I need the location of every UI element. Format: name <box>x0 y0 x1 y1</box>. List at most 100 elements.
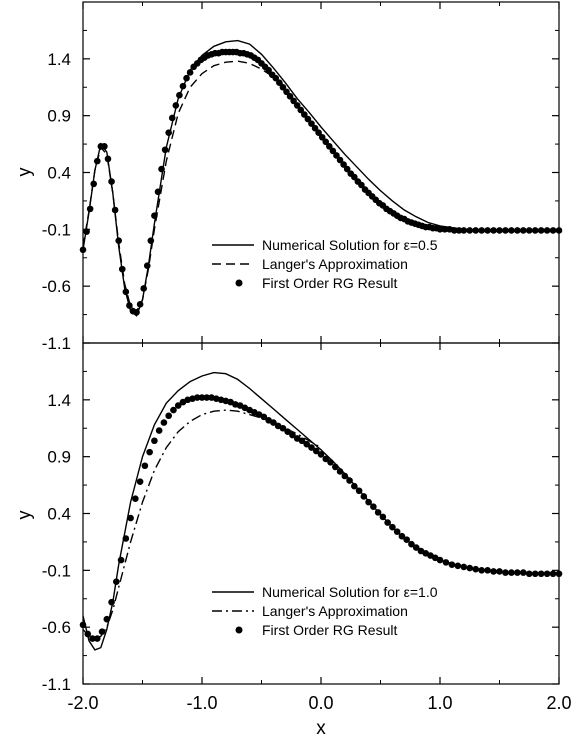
bottom-rg-point <box>379 513 387 521</box>
bottom-rg-point <box>555 570 563 578</box>
top-legend-label: First Order RG Result <box>262 275 397 291</box>
bottom-rg-point <box>490 568 497 575</box>
bottom-rg-point <box>308 444 315 451</box>
bottom-rg-point <box>537 570 545 578</box>
top-ytick-label: -0.1 <box>42 220 71 239</box>
top-rg-point <box>466 227 474 234</box>
top-rg-point <box>104 155 112 163</box>
bottom-rg-point <box>103 615 111 623</box>
bottom-legend-label: Langer's Approximation <box>262 603 408 619</box>
top-rg-point <box>147 237 155 244</box>
bottom-rg-point <box>336 468 344 475</box>
bottom-xtick-label: -1.0 <box>186 693 217 713</box>
bottom-rg-point <box>331 463 339 471</box>
bottom-panel: y x 1.4 0.9 0.4 -0.1 -0.6 -1.1-2.0 -1.0 0.0 1.0 2… <box>14 342 572 739</box>
bottom-rg-point <box>393 528 401 535</box>
bottom-rg-point <box>365 498 372 506</box>
top-rg-point <box>484 227 491 234</box>
bottom-rg-point <box>132 495 139 503</box>
top-rg-point <box>322 138 330 146</box>
top-rg-point <box>115 237 122 244</box>
top-rg-point <box>290 97 297 105</box>
bottom-rg-point <box>543 570 551 578</box>
bottom-legend-label: Numerical Solution for ε=1.0 <box>262 584 438 600</box>
top-rg-point <box>108 178 115 185</box>
top-rg-point <box>176 91 183 99</box>
top-y-axis-label: y <box>14 168 34 177</box>
bottom-rg-point <box>84 630 92 638</box>
bottom-ytick-label: 1.4 <box>47 391 71 410</box>
bottom-rg-point <box>531 570 539 578</box>
bottom-ytick-label: -1.1 <box>42 675 71 694</box>
top-rg-point <box>472 227 480 234</box>
bottom-rg-point <box>525 570 533 578</box>
bottom-rg-point <box>442 559 450 566</box>
top-rg-point <box>555 227 563 234</box>
bottom-rg-point <box>79 621 87 629</box>
bottom-rg-point <box>174 402 182 409</box>
bottom-rg-point <box>279 424 287 432</box>
top-legend-label: Langer's Approximation <box>262 256 408 272</box>
top-rg-point <box>133 309 140 316</box>
top-rg-point <box>93 157 101 165</box>
top-rg-point <box>283 88 290 96</box>
top-rg-point <box>154 188 162 196</box>
bottom-rg-point <box>117 556 125 564</box>
top-ytick-label: 1.4 <box>47 50 71 69</box>
bottom-rg-point <box>303 440 311 448</box>
top-rg-point <box>118 265 126 273</box>
bottom-rg-point <box>466 564 474 572</box>
top-rg-point <box>478 227 485 234</box>
bottom-legend-label: First Order RG Result <box>262 622 397 638</box>
top-rg-point <box>265 66 272 74</box>
top-rg-point <box>336 156 344 164</box>
top-numerical-line <box>82 39 559 317</box>
top-rg-point <box>496 227 503 234</box>
bottom-rg-point <box>484 567 491 574</box>
top-rg-point <box>308 120 315 127</box>
top-rg-point <box>311 124 319 132</box>
top-rg-point <box>101 143 108 150</box>
top-rg-point <box>161 146 169 154</box>
bottom-xtick-label: 2.0 <box>546 693 571 713</box>
top-rg-point <box>441 226 449 233</box>
top-rg-point <box>531 227 539 234</box>
top-legend-marker-rg <box>235 279 243 287</box>
top-rg-point <box>136 301 144 308</box>
bottom-rg-point <box>520 569 527 576</box>
bottom-ytick-label: 0.4 <box>47 505 71 524</box>
bottom-rg-point <box>508 569 515 576</box>
top-rg-point <box>543 227 551 234</box>
top-rg-point <box>514 227 521 234</box>
top-rg-point <box>329 147 337 155</box>
bottom-rg-point <box>298 437 306 445</box>
top-legend-label: Numerical Solution for ε=0.5 <box>262 237 438 253</box>
top-ytick-label: -0.6 <box>42 277 71 296</box>
top-rg-point <box>525 227 533 234</box>
bottom-ytick-label: -0.6 <box>42 618 71 637</box>
bottom-rg-point <box>284 428 291 435</box>
bottom-xtick-label: -2.0 <box>67 693 98 713</box>
bottom-rg-point <box>289 431 296 439</box>
top-rg-point <box>297 106 305 114</box>
top-rg-point <box>520 227 527 234</box>
bottom-rg-point <box>136 478 144 485</box>
bottom-rg-point <box>412 544 420 551</box>
top-rg-point <box>172 102 180 109</box>
top-rg-point <box>549 227 557 234</box>
top-rg-point <box>340 161 347 168</box>
bottom-rg-point <box>170 406 177 414</box>
top-rg-point <box>165 129 172 137</box>
bottom-rg-point <box>151 437 158 445</box>
bottom-rg-point <box>312 447 320 455</box>
bottom-xtick-label: 1.0 <box>427 693 452 713</box>
bottom-rg-point <box>472 565 480 573</box>
top-rg-point <box>122 288 130 296</box>
top-langer-line <box>82 60 286 313</box>
top-rg-point <box>79 246 87 254</box>
top-rg-point <box>436 226 444 233</box>
bottom-rg-point <box>341 472 349 480</box>
top-rg-point <box>83 228 90 235</box>
top-ytick-label: 0.4 <box>47 164 71 183</box>
